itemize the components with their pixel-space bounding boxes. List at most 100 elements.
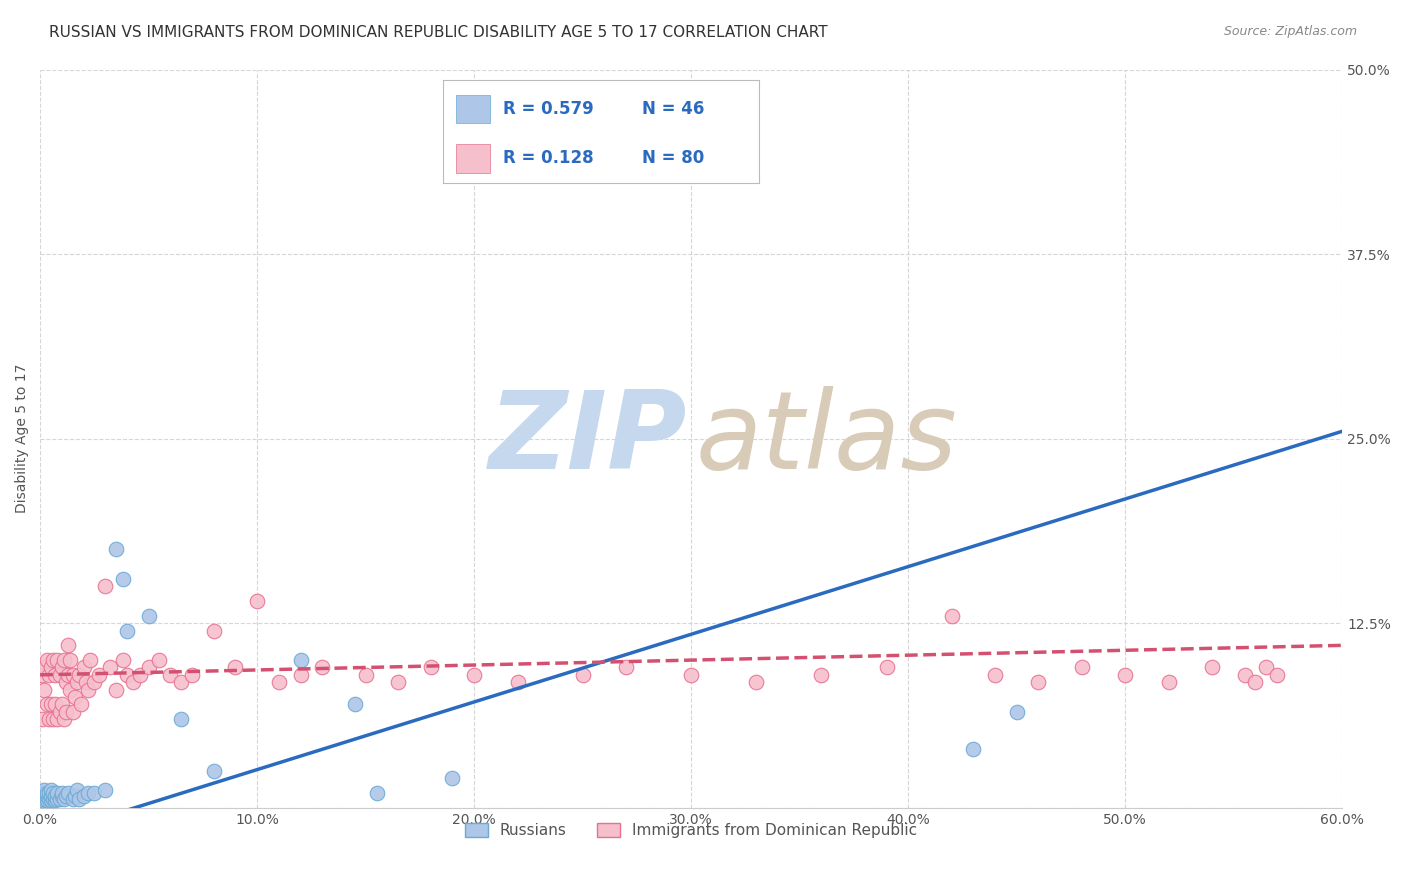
Text: N = 80: N = 80: [643, 149, 704, 167]
Point: [387, 675, 409, 690]
Point: [1114, 668, 1136, 682]
Point: [42, 712, 65, 726]
Point: [51, 789, 73, 803]
Point: [58, 668, 80, 682]
Text: RUSSIAN VS IMMIGRANTS FROM DOMINICAN REPUBLIC DISABILITY AGE 5 TO 17 CORRELATION: RUSSIAN VS IMMIGRANTS FROM DOMINICAN REP…: [49, 25, 828, 40]
Point: [34, 660, 56, 674]
Point: [876, 660, 898, 674]
Point: [31, 712, 53, 726]
Point: [105, 542, 128, 557]
Point: [290, 653, 312, 667]
Point: [58, 786, 80, 800]
Point: [53, 653, 76, 667]
Point: [246, 594, 269, 608]
Point: [48, 792, 70, 806]
Point: [31, 668, 53, 682]
Point: [62, 668, 84, 682]
Point: [506, 675, 529, 690]
Point: [31, 793, 53, 807]
Point: [39, 793, 62, 807]
Point: [35, 786, 58, 800]
Point: [1070, 660, 1092, 674]
Point: [67, 668, 90, 682]
Point: [1201, 660, 1223, 674]
Bar: [456, 95, 491, 123]
Point: [62, 792, 84, 806]
Point: [38, 792, 60, 806]
Point: [1256, 660, 1278, 674]
Point: [87, 668, 110, 682]
Point: [42, 653, 65, 667]
Point: [55, 675, 77, 690]
Point: [441, 771, 464, 785]
Point: [59, 653, 82, 667]
Point: [75, 675, 97, 690]
Point: [72, 789, 94, 803]
Point: [810, 668, 832, 682]
Point: [571, 668, 593, 682]
Bar: [456, 144, 491, 173]
Point: [745, 675, 768, 690]
Point: [170, 712, 193, 726]
Point: [70, 698, 93, 712]
Point: [181, 668, 204, 682]
Point: [35, 653, 58, 667]
Point: [419, 660, 441, 674]
Point: [129, 668, 152, 682]
Point: [38, 668, 60, 682]
Point: [34, 792, 56, 806]
Point: [1233, 668, 1256, 682]
Point: [55, 705, 77, 719]
Point: [159, 668, 181, 682]
Point: [62, 705, 84, 719]
Legend: Russians, Immigrants from Dominican Republic: Russians, Immigrants from Dominican Repu…: [458, 817, 924, 845]
Point: [39, 783, 62, 797]
Point: [1265, 668, 1288, 682]
Point: [463, 668, 485, 682]
Point: [46, 653, 69, 667]
Point: [42, 792, 65, 806]
Point: [1005, 705, 1028, 719]
Point: [202, 764, 225, 778]
Point: [34, 789, 56, 803]
Point: [224, 660, 246, 674]
Point: [311, 660, 333, 674]
Point: [39, 660, 62, 674]
Point: [202, 624, 225, 638]
Point: [1028, 675, 1050, 690]
Point: [290, 668, 312, 682]
Point: [79, 653, 101, 667]
Point: [31, 789, 53, 803]
Point: [51, 698, 73, 712]
Point: [63, 690, 86, 704]
Text: atlas: atlas: [695, 386, 957, 491]
Point: [44, 668, 66, 682]
Point: [39, 789, 62, 803]
Text: Source: ZipAtlas.com: Source: ZipAtlas.com: [1223, 25, 1357, 38]
Point: [138, 608, 160, 623]
Point: [614, 660, 637, 674]
Text: R = 0.128: R = 0.128: [503, 149, 593, 167]
Point: [148, 653, 170, 667]
Point: [35, 789, 58, 803]
Point: [122, 675, 145, 690]
Point: [105, 682, 128, 697]
Point: [115, 624, 138, 638]
Point: [94, 579, 117, 593]
Point: [34, 783, 56, 797]
Point: [72, 660, 94, 674]
Point: [170, 675, 193, 690]
Point: [83, 786, 105, 800]
Point: [67, 792, 90, 806]
Point: [48, 668, 70, 682]
Point: [681, 668, 703, 682]
Point: [38, 712, 60, 726]
Point: [1157, 675, 1180, 690]
Point: [31, 786, 53, 800]
Point: [34, 682, 56, 697]
Point: [76, 682, 98, 697]
Point: [53, 792, 76, 806]
Point: [44, 789, 66, 803]
Point: [111, 572, 134, 586]
Point: [366, 786, 388, 800]
